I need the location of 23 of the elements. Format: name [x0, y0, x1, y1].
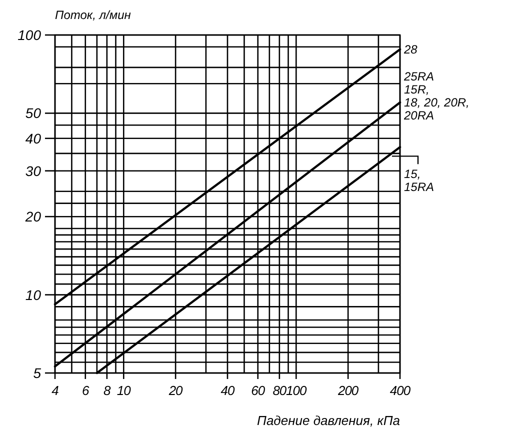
y-tick-label: 30 — [25, 162, 42, 179]
y-tick-label: 10 — [25, 286, 42, 303]
x-tick-label: 80 — [272, 383, 288, 398]
x-tick-label: 4 — [52, 383, 59, 398]
y-axis-title: Поток, л/мин — [55, 8, 132, 22]
series-label: 25RA 15R, 18, 20, 20R, 20RA — [403, 69, 470, 122]
legend-label: 15, 15RA — [404, 167, 434, 194]
x-axis-title: Падение давления, кПа — [257, 413, 400, 428]
y-tick-label: 40 — [25, 130, 42, 146]
y-tick-label: 50 — [25, 105, 42, 122]
x-tick-label: 400 — [390, 383, 412, 398]
x-tick-label: 200 — [336, 383, 360, 398]
x-tick-label: 6 — [82, 383, 90, 398]
y-tick-label: 20 — [24, 208, 42, 225]
x-tick-label: 100 — [286, 383, 308, 398]
series-label: 28 — [403, 42, 418, 56]
y-tick-label: 5 — [33, 365, 42, 381]
x-tick-label: 10 — [116, 383, 132, 398]
x-tick-label: 40 — [220, 383, 236, 398]
y-tick-label: 100 — [18, 27, 42, 43]
x-tick-label: 60 — [251, 383, 266, 398]
x-tick-label: 20 — [168, 383, 184, 398]
x-tick-label: 8 — [104, 383, 112, 398]
